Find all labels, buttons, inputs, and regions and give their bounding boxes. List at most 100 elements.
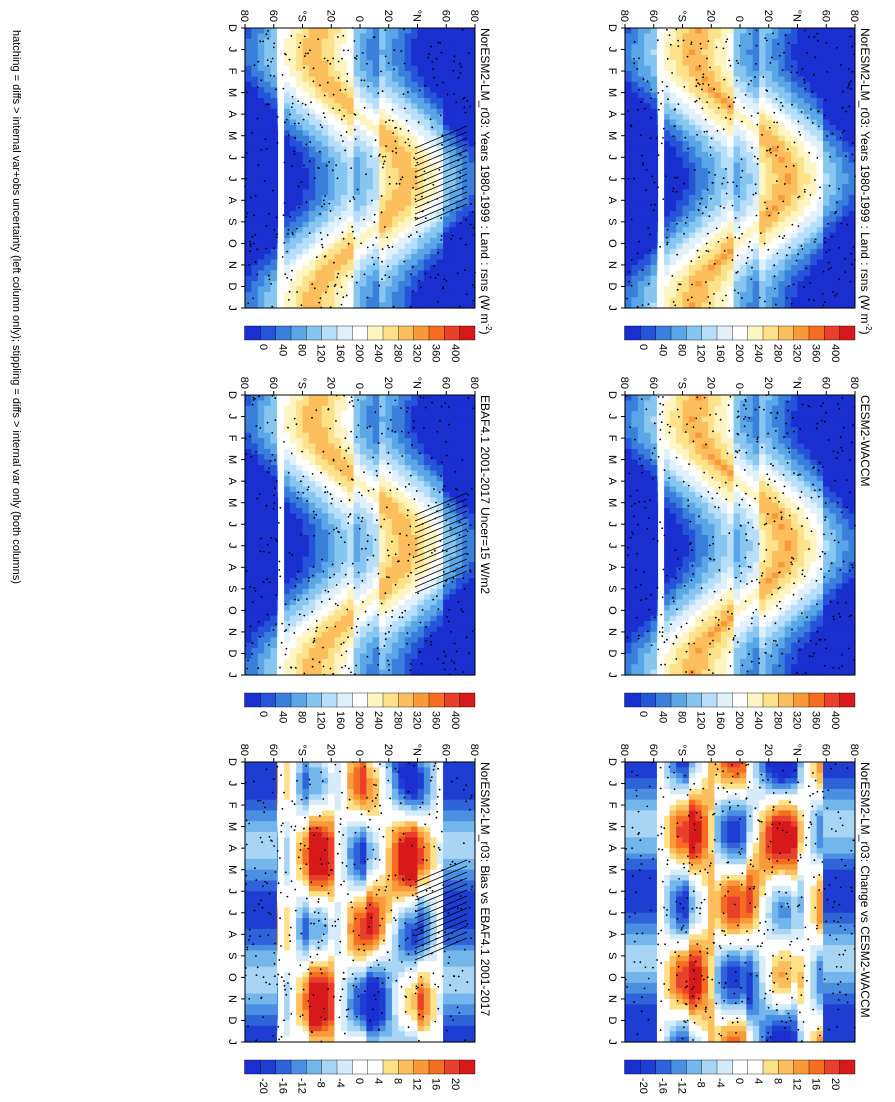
stipple-dot: [803, 286, 805, 289]
heatmap-cell: [630, 92, 638, 99]
stipple-dot: [708, 171, 710, 174]
heatmap-cell: [784, 28, 792, 34]
heatmap-cell: [752, 200, 760, 207]
heatmap-cell: [758, 54, 766, 61]
heatmap-cell: [771, 211, 779, 218]
heatmap-cell: [739, 216, 747, 223]
heatmap-cell: [333, 162, 341, 169]
heatmap-cell: [848, 151, 855, 158]
heatmap-cell: [301, 254, 309, 261]
heatmap-cell: [739, 221, 747, 228]
stipple-dot: [433, 76, 436, 79]
stipple-dot: [668, 34, 671, 36]
heatmap-cell: [378, 291, 386, 298]
stipple-dot: [849, 35, 852, 38]
stipple-dot: [655, 137, 658, 140]
heatmap-cell: [848, 98, 855, 104]
heatmap-cell: [701, 114, 709, 121]
heatmap-cell: [713, 254, 721, 261]
heatmap-cell: [461, 227, 469, 234]
heatmap-cell: [244, 297, 252, 304]
heatmap-cell: [688, 81, 696, 88]
stipple-dot: [849, 80, 852, 83]
heatmap-cell: [720, 264, 728, 271]
heatmap-cell: [365, 87, 373, 94]
heatmap-cell: [301, 124, 309, 131]
stipple-dot: [326, 234, 329, 236]
heatmap-cell: [796, 232, 804, 239]
stipple-dot: [788, 246, 791, 249]
heatmap-cell: [321, 400, 329, 407]
heatmap-cell: [448, 81, 456, 88]
heatmap-cell: [713, 168, 721, 174]
heatmap-cell: [790, 146, 798, 153]
heatmap-cell: [333, 421, 341, 428]
heatmap-cell: [263, 87, 271, 94]
colorbar-label: 0: [257, 344, 269, 350]
heatmap-cell: [359, 146, 367, 153]
stipple-dot: [803, 191, 806, 193]
stipple-dot: [326, 59, 329, 62]
heatmap-cell: [295, 211, 303, 218]
heatmap-cell: [835, 189, 843, 196]
heatmap-cell: [314, 302, 322, 309]
heatmap-cell: [269, 248, 277, 255]
heatmap-cell: [681, 162, 689, 169]
stipple-dot: [636, 68, 639, 70]
stipple-dot: [686, 216, 688, 219]
stipple-dot: [699, 202, 701, 205]
heatmap-cell: [250, 281, 258, 288]
heatmap-cell: [423, 33, 431, 40]
heatmap-cell: [790, 28, 798, 34]
heatmap-cell: [442, 259, 450, 266]
heatmap-cell: [790, 184, 798, 191]
stipple-dot: [672, 135, 675, 138]
heatmap-cell: [784, 275, 792, 282]
heatmap-cell: [701, 227, 709, 234]
heatmap-cell: [694, 151, 702, 158]
heatmap-cell: [758, 119, 766, 126]
heatmap-cell: [378, 28, 386, 34]
stipple-dot: [682, 39, 685, 42]
heatmap-cell: [289, 205, 297, 212]
heatmap-cell: [384, 87, 392, 94]
stipple-dot: [823, 301, 826, 304]
heatmap-cell: [784, 81, 792, 88]
heatmap-cell: [333, 221, 341, 228]
stipple-dot: [245, 177, 248, 180]
heatmap-cell: [250, 81, 258, 88]
heatmap-cell: [397, 33, 405, 40]
heatmap-cell: [416, 254, 424, 261]
heatmap-cell: [295, 60, 303, 67]
stipple-dot: [706, 101, 708, 104]
stipple-dot: [293, 122, 296, 125]
stipple-dot: [427, 56, 430, 59]
stipple-dot: [287, 232, 289, 235]
heatmap-cell: [340, 216, 348, 223]
stipple-dot: [291, 95, 294, 98]
heatmap-cell: [346, 270, 354, 277]
heatmap-cell: [321, 211, 329, 218]
heatmap-cell: [404, 400, 412, 407]
heatmap-cell: [649, 65, 657, 72]
heatmap-cell: [707, 98, 715, 104]
heatmap-cell: [308, 302, 316, 309]
heatmap-cell: [359, 421, 367, 428]
heatmap-cell: [643, 124, 651, 131]
heatmap-cell: [404, 259, 412, 266]
heatmap-cell: [777, 194, 785, 201]
heatmap-cell: [372, 275, 380, 282]
colorbar-swatch: [290, 325, 307, 341]
heatmap-cell: [257, 168, 265, 174]
heatmap-cell: [649, 178, 657, 185]
heatmap-cell: [745, 189, 753, 196]
heatmap-cell: [649, 108, 657, 115]
heatmap-cell: [752, 54, 760, 61]
heatmap-cell: [257, 114, 265, 121]
heatmap-cell: [404, 194, 412, 201]
heatmap-cell: [828, 297, 836, 304]
heatmap-cell: [816, 243, 824, 250]
heatmap-cell: [777, 33, 785, 40]
stipple-dot: [273, 247, 275, 250]
heatmap-cell: [841, 146, 849, 153]
